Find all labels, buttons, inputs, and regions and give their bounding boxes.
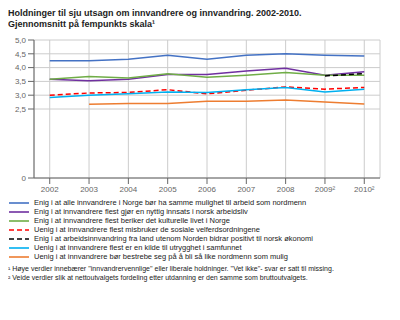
svg-text:2008: 2008 [277,185,295,194]
svg-text:2,5: 2,5 [15,105,27,114]
svg-text:2002: 2002 [41,185,59,194]
svg-text:4,5: 4,5 [15,50,27,59]
svg-text:2010²: 2010² [354,185,375,194]
svg-text:2004: 2004 [119,185,137,194]
svg-text:2006: 2006 [198,185,216,194]
html-text:¹ Høye verdier innebærer ''inn: ¹ Høye verdier innebærer ''innvandrerven… [8,265,334,272]
svg-text:2007: 2007 [237,185,255,194]
svg-text:3,0: 3,0 [15,91,27,100]
html-text:² Veide verdier slik at nettou: ² Veide verdier slik at nettoutvalgets f… [8,273,308,281]
html-text:Enig i at innvandrere flest be: Enig i at innvandrere flest beriker det … [34,216,230,225]
html-text:Enig i at innvandrere flest gj: Enig i at innvandrere flest gjør en nytt… [34,207,248,216]
html-text:Holdninger til sju utsagn om i: Holdninger til sju utsagn om innvandrere… [8,8,302,18]
svg-text:4,0: 4,0 [15,63,27,72]
svg-text:2009²: 2009² [315,185,336,194]
html-text:Uenig i at innvandrere flest e: Uenig i at innvandrere flest er en kilde… [34,243,242,252]
html-text:Enig i at alle innvandrere i N: Enig i at alle innvandrere i Norge bør h… [34,198,307,207]
html-text:Uenig i at innvandrere bør bes: Uenig i at innvandrere bør bestrebe seg … [34,252,288,261]
svg-text:5,0: 5,0 [15,36,27,45]
html-text:Enig i at arbeidsinnvandring f: Enig i at arbeidsinnvandring fra land ut… [34,234,313,243]
html-text:Uenig i at innvandrere flest m: Uenig i at innvandrere flest misbruker d… [34,225,260,234]
svg-text:0: 0 [22,174,27,183]
svg-text:2003: 2003 [80,185,98,194]
html-text:Gjennomsnitt på fempunkts skal: Gjennomsnitt på fempunkts skala¹ [8,19,155,29]
svg-text:3,5: 3,5 [15,77,27,86]
svg-text:2005: 2005 [159,185,177,194]
